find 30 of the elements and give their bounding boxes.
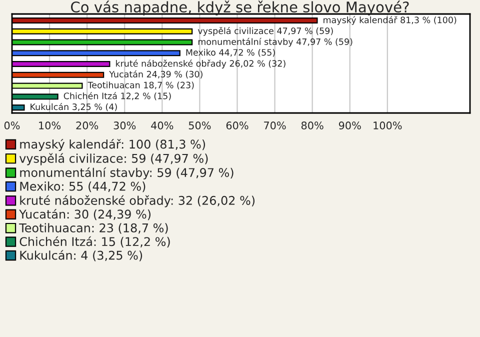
x-tick-label: 90% <box>338 122 361 130</box>
data-label: monumentální stavby 47,97 % (59) <box>198 38 352 47</box>
data-label: Mexiko 44,72 % (55) <box>186 48 275 57</box>
data-label: Kukulcán 3,25 % (4) <box>30 102 117 112</box>
data-label: vyspělá civilizace 47,97 % (59) <box>198 26 333 36</box>
legend-label: Teotihuacan: 23 (18,7 %) <box>19 223 168 234</box>
data-label: mayský kalendář 81,3 % (100) <box>324 16 456 25</box>
legend-label: Yucatán: 30 (24,39 %) <box>19 208 151 220</box>
legend-label: monumentální stavby: 59 (47,97 %) <box>20 167 234 180</box>
legend-label: Mexiko: 55 (44,72 %) <box>20 182 146 192</box>
data-label: Yucatán 24,39 % (30) <box>109 70 202 78</box>
x-tick-label: 20% <box>76 122 98 130</box>
x-tick-label: 30% <box>114 122 136 130</box>
x-tick-label: 80% <box>301 122 324 130</box>
x-tick-label: 50% <box>188 122 211 130</box>
chart-title: Co vás napadne, když se řekne slovo Mayové? <box>71 0 409 16</box>
x-tick-label: 60% <box>226 122 248 130</box>
data-label: Teotihuacan 18,7 % (23) <box>88 82 194 90</box>
legend-label: Kukulcán: 4 (3,25 %) <box>20 250 142 262</box>
legend-label: vyspělá civilizace: 59 (47,97 %) <box>19 153 208 166</box>
data-label: kruté náboženské obřady 26,02 % (32) <box>116 60 286 68</box>
legend-label: kruté náboženské obřady: 32 (26,02 %) <box>20 195 255 208</box>
x-tick-label: 10% <box>39 122 61 130</box>
legend-label: Chichén Itzá: 15 (12,2 %) <box>20 236 170 248</box>
x-tick-label: 100% <box>374 122 402 130</box>
x-tick-label: 40% <box>151 122 174 130</box>
legend-label: mayský kalendář: 100 (81,3 %) <box>20 138 206 152</box>
x-tick-label: 0% <box>4 122 20 130</box>
x-tick-label: 70% <box>264 122 286 130</box>
data-label: Chichén Itzá 12,2 % (15) <box>64 92 171 100</box>
